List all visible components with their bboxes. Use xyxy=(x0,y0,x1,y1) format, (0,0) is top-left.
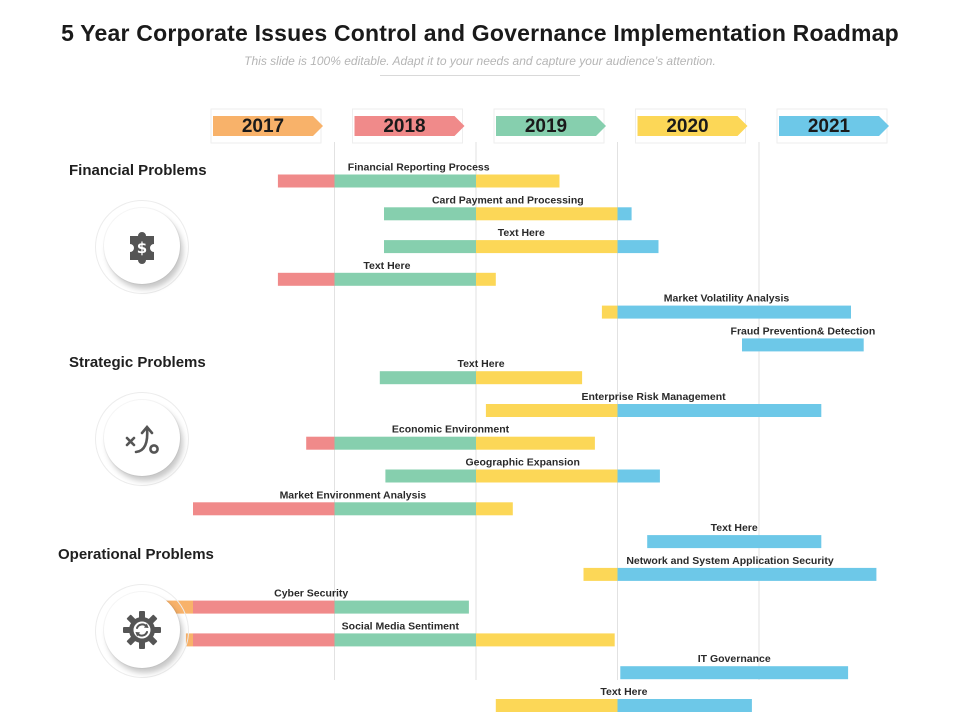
page-subtitle: This slide is 100% editable. Adapt it to… xyxy=(244,54,716,68)
category-label-financial: Financial Problems xyxy=(69,162,207,179)
task-bar-segment xyxy=(617,240,659,254)
task-bar-segment xyxy=(384,207,476,221)
year-arrow xyxy=(496,116,606,136)
task-bar-segment xyxy=(277,174,335,188)
year-label: 2021 xyxy=(808,116,851,137)
task-label: Geographic Expansion xyxy=(466,457,580,469)
year-label: 2017 xyxy=(242,116,284,137)
task-label: Market Environment Analysis xyxy=(280,489,427,501)
task-bar-segment xyxy=(485,404,618,417)
task-bar-segment xyxy=(334,502,476,516)
task-bar-segment xyxy=(476,436,595,450)
task-bar-segment xyxy=(334,272,476,286)
task-bar-segment xyxy=(476,371,583,385)
task-label: Text Here xyxy=(711,522,758,534)
subtitle-divider xyxy=(380,75,580,76)
task-bar-segment xyxy=(495,699,618,712)
task-bar-segment xyxy=(617,699,752,712)
icon-ring-strategic xyxy=(95,392,189,486)
task-bar-segment xyxy=(193,600,335,614)
task-label: Text Here xyxy=(457,358,504,370)
icon-ring-operational xyxy=(95,584,189,678)
category-label-strategic: Strategic Problems xyxy=(69,354,206,371)
task-bar-segment xyxy=(601,305,618,319)
task-bar-segment xyxy=(617,207,632,221)
task-label: Card Payment and Processing xyxy=(432,194,584,206)
task-bar-segment xyxy=(334,600,469,614)
task-bar-segment xyxy=(379,371,476,385)
task-bar-segment xyxy=(742,338,759,352)
task-bar-segment xyxy=(759,666,849,680)
task-label: Text Here xyxy=(600,686,647,698)
year-label: 2019 xyxy=(525,116,567,137)
task-bar-segment xyxy=(759,535,822,549)
task-bar-segment xyxy=(193,502,335,516)
task-bar-segment xyxy=(384,240,476,254)
task-label: IT Governance xyxy=(698,653,771,665)
year-arrow xyxy=(354,116,465,136)
task-bar-segment xyxy=(193,633,335,647)
task-bar-segment xyxy=(617,404,759,417)
strategy-path-icon xyxy=(125,424,159,454)
category-icon-operational xyxy=(104,592,180,668)
task-label: Market Volatility Analysis xyxy=(664,293,790,305)
task-label: Text Here xyxy=(363,260,410,272)
icon-ring-financial xyxy=(95,200,189,294)
task-bar-segment xyxy=(647,535,759,549)
task-bar-segment xyxy=(617,567,759,581)
task-bar-segment xyxy=(759,338,864,352)
task-label: Economic Environment xyxy=(392,424,510,436)
year-arrow xyxy=(637,116,748,136)
task-bar-segment xyxy=(759,404,822,417)
task-bar-segment xyxy=(476,633,615,647)
task-bar-segment xyxy=(385,469,476,483)
task-bar-segment xyxy=(476,469,618,483)
task-label: Text Here xyxy=(498,227,545,239)
task-label: Financial Reporting Process xyxy=(348,162,490,174)
page-title: 5 Year Corporate Issues Control and Gove… xyxy=(61,20,899,46)
puzzle-dollar-icon: $ xyxy=(130,232,154,264)
task-bar-segment xyxy=(334,436,476,450)
task-bar-segment xyxy=(583,567,618,581)
task-bar-segment xyxy=(476,207,618,221)
task-bar-segment xyxy=(476,174,560,188)
task-bar-segment xyxy=(476,502,513,516)
year-arrow xyxy=(213,116,323,136)
task-bar-segment xyxy=(185,633,193,647)
task-label: Fraud Prevention& Detection xyxy=(731,325,876,337)
year-label: 2018 xyxy=(383,116,425,137)
task-bar-segment xyxy=(334,633,476,647)
task-label: Cyber Security xyxy=(274,588,348,600)
task-bar-segment xyxy=(620,666,759,680)
year-arrow xyxy=(779,116,889,136)
category-label-operational: Operational Problems xyxy=(58,546,214,563)
task-bar-segment xyxy=(476,272,496,286)
task-bar-segment xyxy=(759,567,877,581)
gear-refresh-icon xyxy=(123,611,161,649)
task-bar-segment xyxy=(334,174,476,188)
task-bar-segment xyxy=(617,469,660,483)
task-label: Enterprise Risk Management xyxy=(582,391,727,403)
category-icon-strategic xyxy=(104,400,180,476)
task-bar-segment xyxy=(476,240,618,254)
svg-text:$: $ xyxy=(137,239,147,257)
task-bar-segment xyxy=(617,305,759,319)
task-bar-segment xyxy=(306,436,335,450)
task-label: Network and System Application Security xyxy=(626,555,833,567)
category-icon-financial: $ xyxy=(104,208,180,284)
year-label: 2020 xyxy=(666,116,708,137)
task-bar-segment xyxy=(759,305,851,319)
task-bar-segment xyxy=(277,272,335,286)
task-label: Social Media Sentiment xyxy=(342,620,460,632)
